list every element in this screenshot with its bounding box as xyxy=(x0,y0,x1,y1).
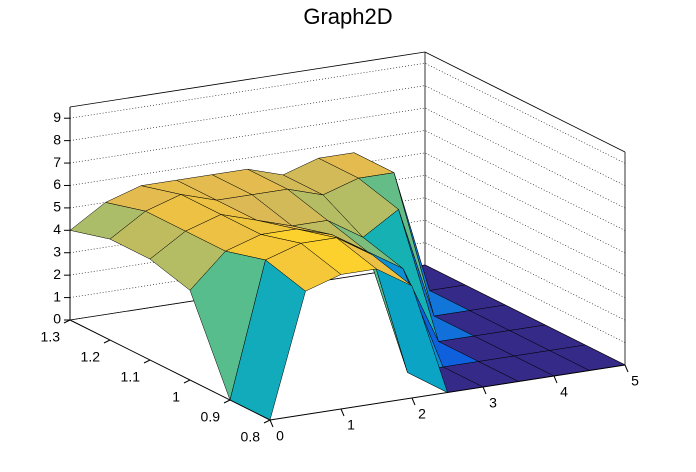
z-tick-label: 9 xyxy=(53,109,61,125)
y-tick-label: 1.2 xyxy=(81,349,101,365)
y-tick xyxy=(183,379,191,384)
x-tick-label: 1 xyxy=(347,417,355,433)
z-tick-label: 2 xyxy=(53,266,61,282)
z-tick-label: 7 xyxy=(53,154,61,170)
x-tick-label: 3 xyxy=(489,395,497,411)
x-tick-label: 2 xyxy=(418,406,426,422)
y-tick xyxy=(263,419,271,424)
chart-title: Graph2D xyxy=(303,4,392,29)
z-tick-label: 4 xyxy=(53,221,61,237)
y-tick xyxy=(223,399,231,404)
y-tick-label: 0.9 xyxy=(201,409,221,425)
x-tick xyxy=(482,386,487,395)
x-tick-label: 4 xyxy=(560,384,568,400)
z-tick-label: 5 xyxy=(53,199,61,215)
y-tick xyxy=(63,319,71,324)
y-tick xyxy=(103,339,111,344)
y-tick-label: 1.3 xyxy=(41,329,61,345)
x-tick xyxy=(624,364,629,373)
x-tick xyxy=(411,397,416,406)
x-tick xyxy=(340,408,345,417)
y-tick xyxy=(143,359,151,364)
z-tick-label: 1 xyxy=(53,288,61,304)
x-tick-label: 5 xyxy=(631,373,639,389)
y-tick-label: 1.1 xyxy=(121,369,141,385)
z-tick-label: 8 xyxy=(53,131,61,147)
z-tick-label: 6 xyxy=(53,176,61,192)
y-tick-label: 1 xyxy=(172,389,180,405)
z-tick-label: 3 xyxy=(53,243,61,259)
x-tick-label: 0 xyxy=(276,428,284,444)
z-tick-label: 0 xyxy=(53,311,61,327)
box-edge xyxy=(424,51,626,153)
grid-line xyxy=(69,62,626,164)
box-edge xyxy=(69,51,426,108)
x-tick xyxy=(553,375,558,384)
y-tick-label: 0.8 xyxy=(241,429,261,445)
x-tick xyxy=(269,419,274,428)
y-axis xyxy=(69,319,271,421)
x-axis xyxy=(269,364,626,421)
